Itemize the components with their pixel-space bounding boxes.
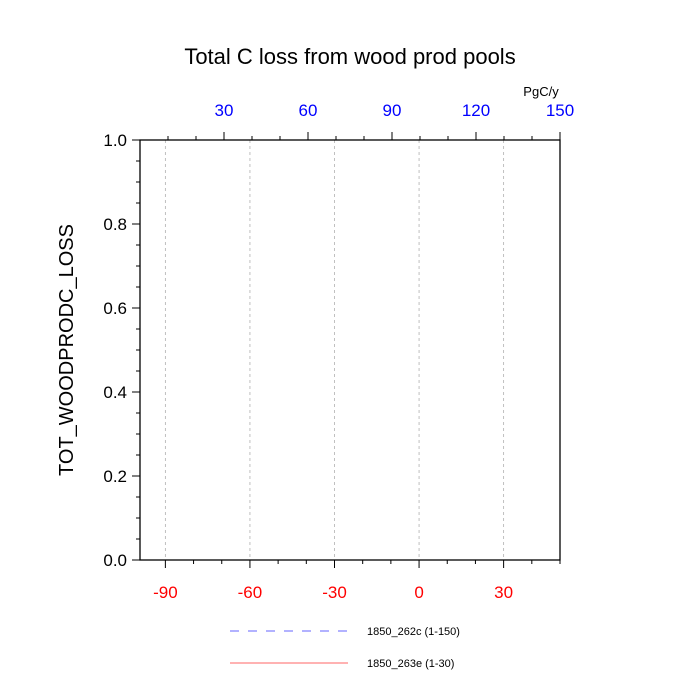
chart-title: Total C loss from wood prod pools — [184, 44, 515, 69]
top-tick-label: 60 — [299, 101, 318, 120]
bottom-tick-label: -90 — [153, 583, 178, 602]
legend: 1850_262c (1-150) 1850_263e (1-30) — [230, 626, 460, 670]
y-tick-label: 1.0 — [103, 131, 127, 150]
top-axis-unit: PgC/y — [523, 84, 559, 99]
y-tick-label: 0.0 — [103, 551, 127, 570]
top-tick-label: 30 — [215, 101, 234, 120]
axis-ticks: 0.0 0.2 0.4 0.6 0.8 1.0 -90 -60 -30 0 30 30 60 90 120 1… — [103, 101, 574, 602]
top-tick-label: 120 — [462, 101, 490, 120]
top-tick-label: 150 — [546, 101, 574, 120]
y-axis-label: TOT_WOODPRODC_LOSS — [56, 224, 78, 476]
y-tick-label: 0.6 — [103, 299, 127, 318]
bottom-tick-label: -60 — [238, 583, 263, 602]
y-tick-label: 0.4 — [103, 383, 127, 402]
legend-label-2: 1850_263e (1-30) — [367, 658, 454, 670]
grid-lines — [164, 140, 505, 560]
bottom-tick-label: 30 — [494, 583, 513, 602]
legend-label-1: 1850_262c (1-150) — [367, 626, 460, 638]
plot-frame — [139, 139, 561, 561]
y-tick-label: 0.2 — [103, 467, 127, 486]
bottom-tick-label: 0 — [414, 583, 423, 602]
y-tick-label: 0.8 — [103, 215, 127, 234]
bottom-tick-label: -30 — [322, 583, 347, 602]
top-tick-label: 90 — [383, 101, 402, 120]
